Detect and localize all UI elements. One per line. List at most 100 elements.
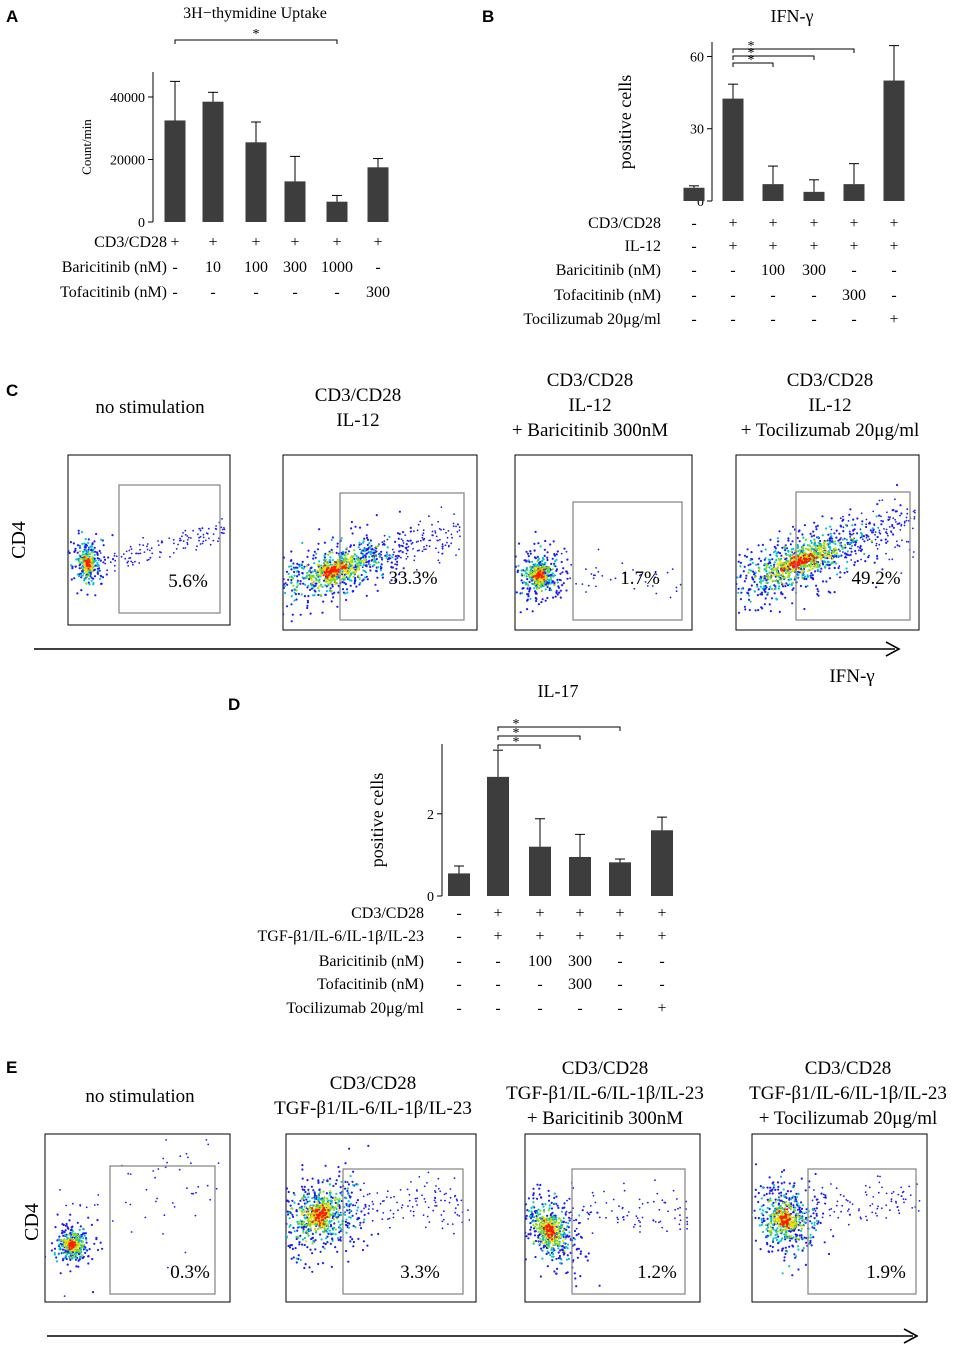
cell-dot [531, 571, 533, 573]
cell-dot [311, 1221, 313, 1223]
cell-dot [345, 1219, 347, 1221]
cell-dot [352, 590, 354, 592]
cell-dot [774, 585, 776, 587]
cell-dot [720, 600, 722, 602]
cell-dot [782, 571, 784, 573]
cell-dot [344, 1188, 346, 1190]
cell-dot [778, 574, 780, 576]
cell-dot [289, 576, 291, 578]
cell-dot [804, 554, 806, 556]
cell-dot [210, 544, 212, 546]
cell-dot [306, 1179, 308, 1181]
cell-dot [190, 537, 192, 539]
cell-dot [710, 581, 712, 583]
cell-dot [347, 1205, 349, 1207]
cell-dot [75, 565, 77, 567]
cell-dot [540, 601, 542, 603]
cell-dot [828, 591, 830, 593]
cell-dot [333, 1209, 335, 1211]
cell-dot [94, 594, 96, 596]
cell-dot [896, 484, 898, 486]
cell-dot [891, 525, 893, 527]
cell-dot [800, 572, 802, 574]
cell-dot [172, 1202, 174, 1204]
cell-dot [623, 1183, 625, 1185]
cell-dot [809, 569, 811, 571]
cell-dot [198, 540, 200, 542]
cell-dot [850, 538, 852, 540]
cell-dot [365, 556, 367, 558]
cell-dot [287, 579, 289, 581]
cell-dot [333, 592, 335, 594]
cell-dot [831, 561, 833, 563]
cell-dot [360, 560, 362, 562]
cell-dot [286, 1236, 288, 1238]
cell-dot [338, 1209, 340, 1211]
cell-dot [386, 1196, 388, 1198]
cell-dot [777, 564, 779, 566]
cell-dot [83, 564, 85, 566]
cell-dot [275, 1212, 277, 1214]
cell-dot [157, 540, 159, 542]
cell-dot [543, 558, 545, 560]
cell-dot [789, 578, 791, 580]
cell-dot [165, 1139, 167, 1141]
bar [569, 857, 591, 896]
figure: A B C D E 3H−thymidine UptakeCount/min02… [0, 0, 965, 1347]
cell-dot [740, 574, 742, 576]
cell-dot [384, 535, 386, 537]
cell-dot [305, 1202, 307, 1204]
cell-dot [304, 1244, 306, 1246]
cell-dot [363, 1219, 365, 1221]
flow-plot-c1: 5.6% [56, 455, 230, 625]
cell-dot [439, 539, 441, 541]
cell-dot [787, 540, 789, 542]
cell-dot [377, 1233, 379, 1235]
cell-dot [780, 569, 782, 571]
flow-c3-title-line2: IL-12 [568, 395, 611, 416]
cell-dot [195, 1192, 197, 1194]
cell-dot [361, 550, 363, 552]
cell-dot [717, 583, 719, 585]
cell-dot [70, 1257, 72, 1259]
cell-dot [816, 552, 818, 554]
cell-dot [793, 564, 795, 566]
cell-dot [559, 573, 561, 575]
significance-bracket [733, 56, 814, 60]
bar [723, 99, 744, 201]
cell-dot [359, 549, 361, 551]
cell-dot [187, 539, 189, 541]
cell-dot [380, 551, 382, 553]
cell-dot [812, 578, 814, 580]
cell-dot [870, 529, 872, 531]
cell-dot [849, 548, 851, 550]
cell-dot [340, 555, 342, 557]
cell-dot [290, 1232, 292, 1234]
cell-dot [738, 561, 740, 563]
cell-dot [861, 549, 863, 551]
cell-dot [823, 560, 825, 562]
cell-dot [762, 579, 764, 581]
cell-dot [724, 602, 726, 604]
cell-dot [88, 574, 90, 576]
condition-label: Baricitinib (nM) [62, 259, 167, 276]
cell-dot [538, 582, 540, 584]
cell-dot [788, 571, 790, 573]
cell-dot [309, 1249, 311, 1251]
cell-dot [847, 550, 849, 552]
cell-dot [276, 608, 278, 610]
cell-dot [298, 1203, 300, 1205]
cell-dot [129, 1204, 131, 1206]
cell-dot [71, 567, 73, 569]
cell-dot [185, 547, 187, 549]
cell-dot [808, 544, 810, 546]
cell-dot [374, 584, 376, 586]
cell-dot [731, 611, 733, 613]
cell-dot [296, 582, 298, 584]
cell-dot [280, 1245, 282, 1247]
cell-dot [647, 1202, 649, 1204]
cell-dot [207, 1185, 209, 1187]
cell-dot [70, 1253, 72, 1255]
cell-dot [864, 560, 866, 562]
cell-dot [667, 638, 669, 640]
